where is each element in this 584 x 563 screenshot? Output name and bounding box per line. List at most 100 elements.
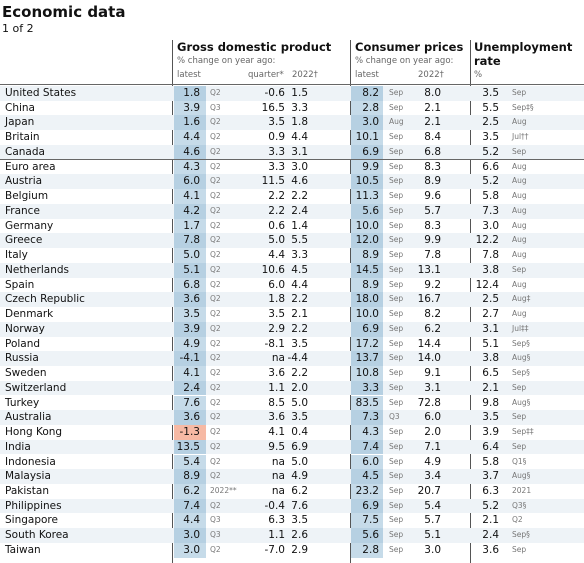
gdp-quarter: na bbox=[271, 352, 285, 365]
gdp-2022: 7.6 bbox=[291, 499, 308, 512]
cpi-2022: 14.0 bbox=[417, 352, 441, 365]
table-row: Poland 4.9 Q2 -8.1 3.5 17.2 Sep 14.4 5.1 Sep§ bbox=[0, 336, 584, 352]
cpi-latest: 6.0 bbox=[351, 454, 383, 470]
unemployment-rate: 5.2 bbox=[482, 499, 499, 512]
gdp-2022: -4.4 bbox=[287, 352, 309, 365]
gdp-latest: 4.4 bbox=[174, 130, 206, 145]
table-row: Greece 7.8 Q2 5.0 5.5 12.0 Sep 9.9 12.2 Aug bbox=[0, 233, 584, 249]
cpi-2022: 5.7 bbox=[424, 204, 441, 217]
cpi-2022: 6.8 bbox=[424, 145, 441, 158]
table-row: Germany 1.7 Q2 0.6 1.4 10.0 Sep 8.3 3.0 Aug bbox=[0, 218, 584, 234]
country: Euro area bbox=[5, 160, 56, 173]
cpi-latest: 23.2 bbox=[351, 483, 383, 499]
gdp-latest: 3.6 bbox=[174, 292, 206, 308]
gdp-latest: 6.0 bbox=[174, 174, 206, 190]
table-row: Austria 6.0 Q2 11.5 4.6 10.5 Sep 8.9 5.2 Aug bbox=[0, 174, 584, 190]
gdp-latest: 5.1 bbox=[174, 262, 206, 278]
country: Italy bbox=[5, 249, 28, 262]
table-row: Pakistan 6.2 2022** na 6.2 23.2 Sep 20.7 6.3 2021 bbox=[0, 483, 584, 499]
gdp-2022: 3.3 bbox=[291, 249, 308, 262]
country: China bbox=[5, 101, 35, 114]
cpi-latest: 7.3 bbox=[351, 410, 383, 425]
gdp-latest: 4.6 bbox=[174, 144, 206, 160]
gdp-period: Q3 bbox=[210, 530, 221, 540]
gdp-quarter: -0.6 bbox=[264, 87, 286, 99]
table-row: Italy 5.0 Q2 4.4 3.3 8.9 Sep 7.8 7.8 Aug bbox=[0, 248, 584, 263]
gdp-2022: 6.9 bbox=[291, 440, 308, 453]
gdp-2022: 2.2 bbox=[291, 190, 308, 203]
country: Spain bbox=[5, 278, 35, 291]
gdp-period: Q2 bbox=[210, 368, 221, 378]
table-row: Switzerland 2.4 Q2 1.1 2.0 3.3 Sep 3.1 2.1 Sep bbox=[0, 380, 584, 396]
gdp-2022: 4.9 bbox=[291, 470, 308, 483]
unemployment-rate: 9.8 bbox=[482, 396, 499, 409]
cpi-2022: 7.1 bbox=[424, 440, 441, 453]
country: South Korea bbox=[5, 529, 69, 542]
column-header: 2022† bbox=[418, 70, 444, 80]
gdp-period: Q2 bbox=[210, 264, 221, 274]
gdp-latest: 2.4 bbox=[174, 380, 206, 396]
gdp-period: Q2 bbox=[210, 309, 221, 319]
cpi-latest: 4.5 bbox=[351, 469, 383, 484]
gdp-period: Q2 bbox=[210, 250, 221, 260]
gdp-quarter: 0.9 bbox=[268, 131, 285, 144]
gdp-quarter: 5.0 bbox=[268, 234, 285, 247]
gdp-latest: 4.4 bbox=[174, 513, 206, 529]
unemployment-period: Sep‡‡ bbox=[512, 427, 534, 437]
cpi-latest: 6.9 bbox=[351, 144, 383, 160]
unemployment-rate: 3.5 bbox=[482, 131, 499, 144]
gdp-latest: 1.8 bbox=[174, 86, 206, 101]
table-row: Czech Republic 3.6 Q2 1.8 2.2 18.0 Sep 16.7 2.5 A… bbox=[0, 292, 584, 308]
cpi-period: Sep bbox=[389, 250, 404, 260]
cpi-latest: 3.3 bbox=[351, 380, 383, 396]
unemployment-rate: 12.2 bbox=[475, 234, 499, 247]
gdp-2022: 3.0 bbox=[291, 160, 308, 173]
column-header: 2022† bbox=[292, 70, 318, 80]
cpi-period: Sep bbox=[389, 544, 404, 554]
cpi-period: Q3 bbox=[389, 412, 400, 422]
group-header: Consumer prices bbox=[355, 40, 464, 54]
gdp-quarter: 0.6 bbox=[268, 219, 285, 232]
cpi-2022: 8.0 bbox=[424, 87, 441, 99]
unemployment-rate: 6.6 bbox=[482, 160, 499, 173]
cpi-2022: 20.7 bbox=[417, 484, 441, 497]
cpi-period: Sep bbox=[389, 485, 404, 495]
gdp-latest: -1.3 bbox=[174, 425, 206, 440]
cpi-2022: 9.1 bbox=[424, 367, 441, 380]
cpi-2022: 2.0 bbox=[424, 426, 441, 439]
cpi-2022: 72.8 bbox=[417, 396, 441, 409]
cpi-2022: 16.7 bbox=[417, 293, 441, 306]
cpi-period: Sep bbox=[389, 294, 404, 304]
country: Australia bbox=[5, 411, 52, 424]
unemployment-rate: 5.2 bbox=[482, 175, 499, 188]
gdp-quarter: 4.4 bbox=[268, 249, 285, 262]
gdp-latest: 3.0 bbox=[174, 542, 206, 558]
gdp-quarter: 1.8 bbox=[268, 293, 285, 306]
table-row: Canada 4.6 Q2 3.3 3.1 6.9 Sep 6.8 5.2 Sep bbox=[0, 144, 584, 160]
gdp-quarter: 3.6 bbox=[268, 411, 285, 424]
country: Denmark bbox=[5, 308, 54, 321]
group-header: Gross domestic product bbox=[177, 40, 332, 54]
gdp-2022: 1.5 bbox=[291, 87, 308, 99]
cpi-latest: 5.6 bbox=[351, 203, 383, 219]
gdp-2022: 2.9 bbox=[291, 543, 308, 556]
country: Turkey bbox=[5, 396, 40, 409]
unemployment-period: Aug bbox=[512, 117, 527, 127]
country: Taiwan bbox=[5, 543, 41, 556]
cpi-2022: 2.1 bbox=[424, 101, 441, 114]
gdp-quarter: 11.5 bbox=[261, 175, 285, 188]
gdp-period: Q2 bbox=[210, 279, 221, 289]
country: Malaysia bbox=[5, 470, 51, 483]
gdp-period: Q2 bbox=[210, 441, 221, 451]
country: Pakistan bbox=[5, 484, 49, 497]
country: Germany bbox=[5, 219, 54, 232]
cpi-2022: 9.9 bbox=[424, 234, 441, 247]
cpi-period: Sep bbox=[389, 353, 404, 363]
header-rule bbox=[0, 84, 584, 85]
gdp-2022: 2.0 bbox=[291, 381, 308, 394]
gdp-latest: 3.5 bbox=[174, 307, 206, 322]
table-row: Turkey 7.6 Q2 8.5 5.0 83.5 Sep 72.8 9.8 Aug§ bbox=[0, 395, 584, 411]
table-row: Sweden 4.1 Q2 3.6 2.2 10.8 Sep 9.1 6.5 Sep§ bbox=[0, 366, 584, 381]
gdp-period: Q2 bbox=[210, 117, 221, 127]
table-row: France 4.2 Q2 2.2 2.4 5.6 Sep 5.7 7.3 Aug bbox=[0, 203, 584, 219]
